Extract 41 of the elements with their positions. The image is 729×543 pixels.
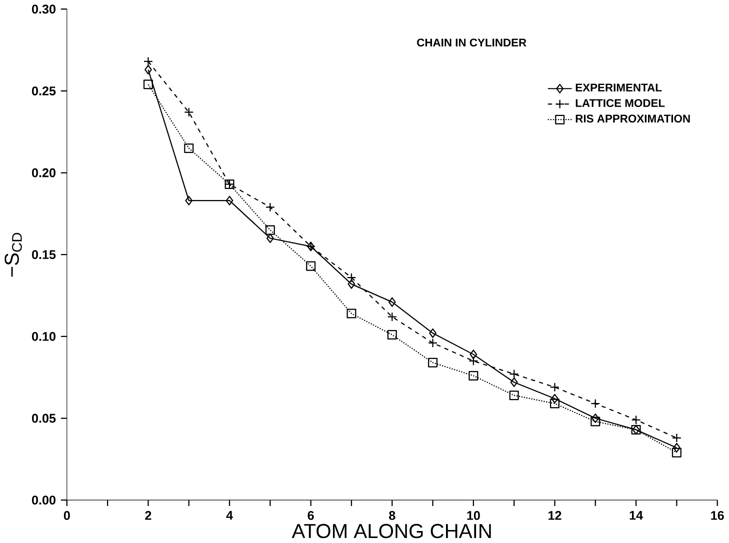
legend-label: EXPERIMENTAL — [576, 84, 662, 92]
point — [346, 308, 356, 318]
x-tick-label: 12 — [548, 511, 562, 520]
y-tick-label: 0.15 — [32, 250, 56, 260]
legend-label: RIS APPROXIMATION — [576, 114, 690, 123]
legend-label: LATTICE MODEL — [576, 99, 665, 108]
point — [429, 328, 436, 338]
point — [306, 261, 316, 271]
y-tick-label: 0.00 — [32, 496, 56, 505]
x-tick-label: 2 — [145, 511, 152, 520]
x-tick-label: 8 — [389, 511, 396, 520]
x-tick-label: 16 — [711, 511, 724, 520]
point — [184, 144, 194, 154]
y-tick-label: 0.20 — [32, 168, 56, 178]
y-tick-label: 0.10 — [32, 332, 56, 341]
point — [388, 297, 396, 307]
point — [590, 416, 600, 426]
x-tick-label: 6 — [308, 511, 314, 520]
point — [143, 80, 153, 90]
y-tick-label: 0.30 — [32, 4, 56, 14]
x-tick-label: 10 — [467, 511, 480, 520]
point — [468, 371, 478, 381]
point — [672, 448, 682, 458]
point — [550, 398, 560, 408]
x-tick-label: 0 — [64, 511, 70, 520]
y-axis-title: −S$_{CD}$ — [4, 233, 22, 277]
point — [266, 234, 274, 244]
y-tick-label: 0.25 — [32, 86, 56, 96]
point — [470, 350, 478, 360]
x-tick-label: 4 — [226, 511, 233, 520]
legend-title: CHAIN IN CYLINDER — [417, 38, 526, 47]
point — [592, 414, 600, 424]
point — [226, 196, 234, 206]
point — [265, 225, 275, 235]
point — [185, 196, 193, 206]
x-tick-label: 14 — [630, 511, 643, 520]
point — [509, 390, 519, 400]
point — [387, 330, 397, 340]
x-axis-title: ATOM ALONG CHAIN — [292, 524, 491, 538]
y-tick-label: 0.05 — [32, 414, 56, 423]
point — [428, 358, 438, 368]
